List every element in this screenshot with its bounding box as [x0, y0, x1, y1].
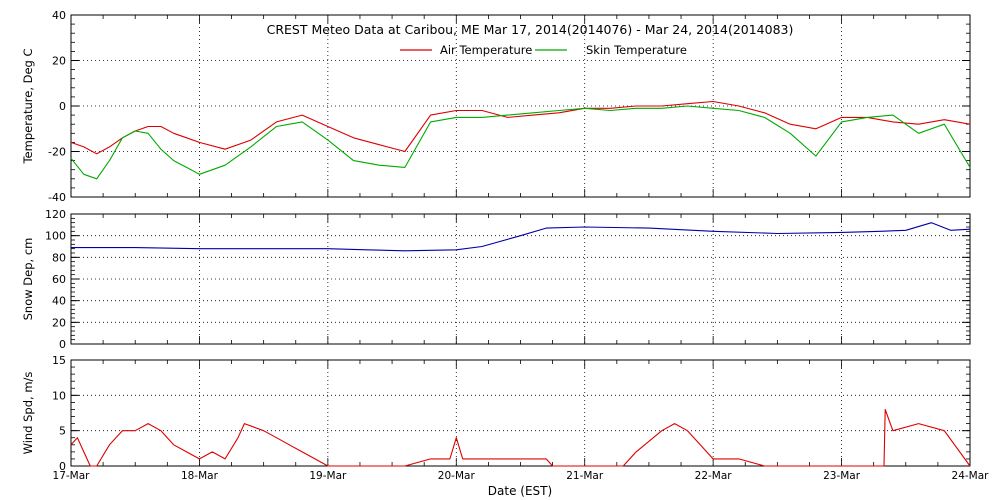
y-tick-label: 10: [52, 389, 66, 402]
y-tick-label: 120: [45, 208, 66, 221]
y-tick-label: 15: [52, 354, 66, 367]
series-line-2: [70, 105, 971, 180]
legend-label: Air Temperature: [440, 43, 532, 57]
y-tick-label: 100: [45, 230, 66, 243]
y-tick-label: 0: [59, 460, 66, 473]
x-tick-label: 19-Mar: [309, 470, 347, 482]
legend-label: Skin Temperature: [586, 43, 687, 57]
chart-legend: Air Temperature Skin Temperature: [400, 43, 687, 57]
y-axis-label: Wind Spd, m/s: [21, 372, 35, 455]
chart-title: CREST Meteo Data at Caribou, ME Mar 17, …: [267, 22, 794, 37]
y-tick-label: 20: [52, 316, 66, 329]
x-tick-label: 21-Mar: [566, 470, 604, 482]
y-axis-label: Snow Dep, cm: [21, 238, 35, 321]
x-tick-label: 18-Mar: [181, 470, 219, 482]
series-line-1: [70, 100, 971, 155]
plot-frame: [70, 359, 971, 467]
panel-3: 0 5 10 15 Wind Spd, m/s 17-Mar 18-Mar 19-Mar 20-…: [21, 354, 989, 482]
y-tick-label: 40: [52, 295, 66, 308]
x-tick-label: 20-Mar: [438, 470, 476, 482]
y-tick-label: 60: [52, 273, 66, 286]
x-tick-label: 17-Mar: [53, 470, 91, 482]
y-tick-label: 20: [52, 55, 66, 68]
x-tick-label: 23-Mar: [823, 470, 861, 482]
series-line-1: [70, 408, 971, 467]
panel-2: 0 20 40 60 80 100 120 Snow Dep, cm: [21, 208, 971, 351]
y-tick-label: -40: [48, 191, 66, 204]
y-tick-label: 0: [59, 338, 66, 351]
y-axis-label: Temperature, Deg C: [21, 48, 35, 164]
y-tick-label: 40: [52, 9, 66, 22]
x-tick-label: 24-Mar: [952, 470, 990, 482]
y-tick-label: 5: [59, 425, 66, 438]
y-tick-label: -20: [48, 146, 66, 159]
series-line-1: [71, 222, 971, 252]
panel-1: -40 -20 0 20 40 Temperature, Deg C: [21, 9, 971, 204]
y-tick-label: 0: [59, 100, 66, 113]
x-tick-label: 22-Mar: [695, 470, 733, 482]
x-axis-label: Date (EST): [488, 484, 552, 498]
y-tick-label: 80: [52, 251, 66, 264]
